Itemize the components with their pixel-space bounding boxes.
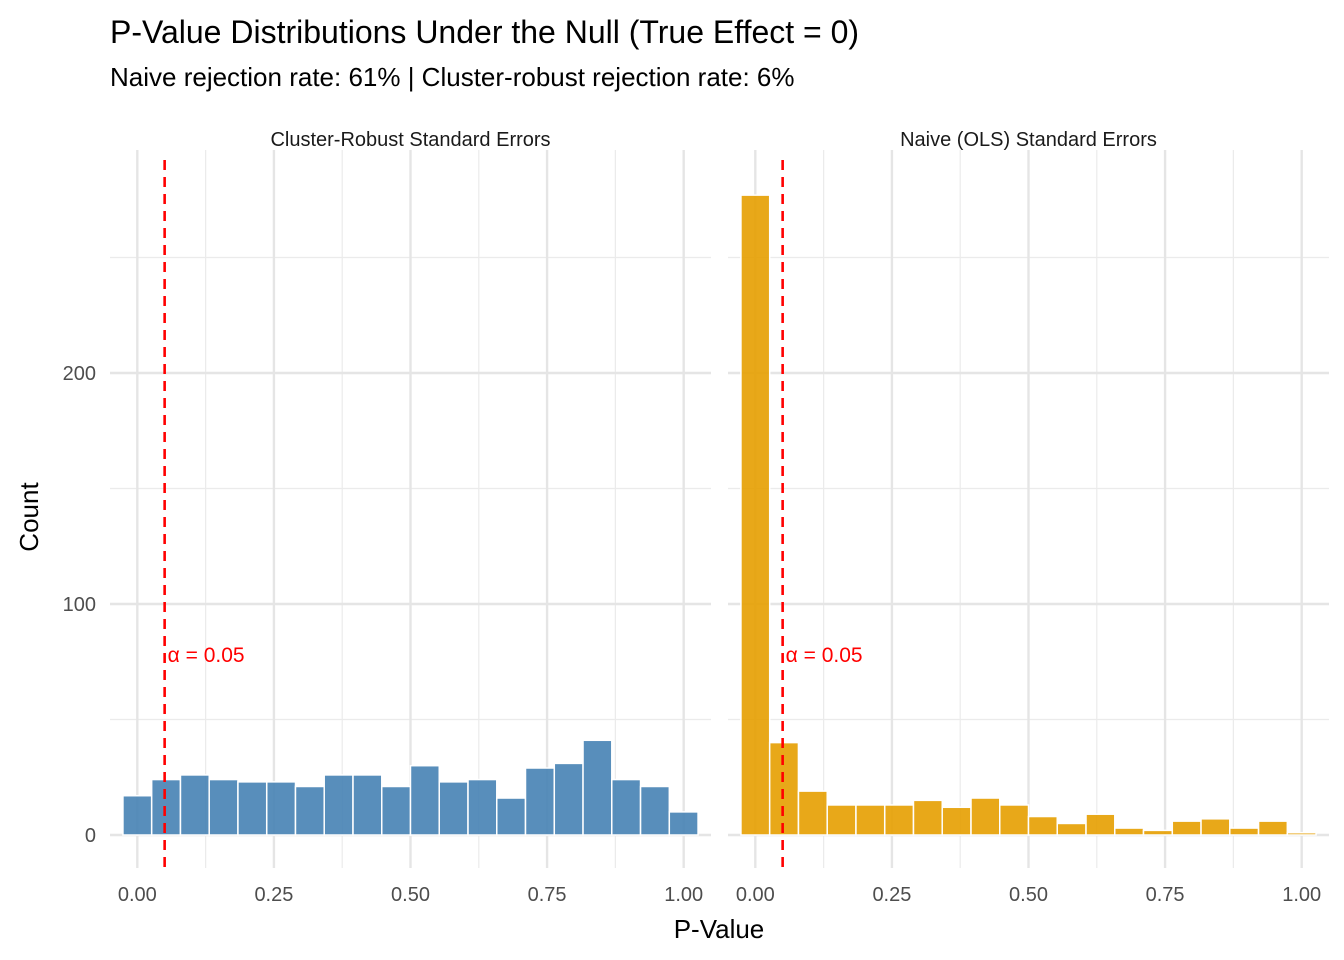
panel-naive: α = 0.05 Naive (OLS) Standard Errors 0.00 0…: [728, 129, 1329, 906]
histogram-bar: [826, 804, 857, 836]
histogram-bar: [740, 194, 771, 836]
x-tick-label: 1.00: [1282, 884, 1321, 906]
alpha-annotation: α = 0.05: [786, 644, 863, 667]
alpha-annotation: α = 0.05: [168, 644, 245, 667]
histogram-bar: [208, 778, 239, 836]
histogram-bar: [611, 778, 642, 836]
x-tick-label: 0.25: [872, 884, 911, 906]
histogram-bar: [1085, 813, 1116, 836]
y-axis-title: Count: [14, 482, 44, 552]
histogram-bar: [797, 790, 828, 836]
y-tick-label: 200: [63, 363, 96, 385]
histogram-bar: [553, 762, 584, 836]
histogram-bar: [912, 799, 943, 836]
x-tick-label: 0.25: [254, 884, 293, 906]
x-tick-label: 1.00: [664, 884, 703, 906]
histogram-bar: [237, 781, 268, 836]
histogram-bar: [1200, 818, 1231, 836]
histogram-bar: [1114, 827, 1145, 836]
histogram-bar: [265, 781, 297, 836]
histogram-bar: [639, 785, 671, 836]
chart-subtitle: Naive rejection rate: 61% | Cluster-robu…: [110, 62, 795, 92]
histogram-bar: [883, 804, 915, 836]
histogram-bar: [1171, 820, 1202, 836]
x-tick-label: 0.50: [391, 884, 430, 906]
x-tick-label: 0.00: [736, 884, 775, 906]
chart-title: P-Value Distributions Under the Null (Tr…: [110, 14, 860, 50]
histogram-bar: [438, 781, 469, 836]
histogram-bar: [409, 764, 440, 836]
histogram-bar: [179, 774, 210, 836]
y-axis: 0 100 200: [63, 363, 96, 847]
histogram-bar: [970, 797, 1001, 836]
histogram-bar: [496, 797, 527, 836]
x-tick-label: 0.00: [118, 884, 157, 906]
histogram-bar: [1229, 827, 1260, 836]
histogram-bar: [323, 774, 354, 836]
histogram-bar: [524, 767, 556, 836]
facet-strip-label: Cluster-Robust Standard Errors: [270, 129, 550, 151]
facet-strip-label: Naive (OLS) Standard Errors: [900, 129, 1157, 151]
panel-cluster-robust: α = 0.05 Cluster-Robust Standard Errors 0.…: [110, 129, 711, 906]
histogram-bar: [999, 804, 1030, 836]
histogram-bar: [768, 741, 800, 836]
histogram-bar: [668, 811, 699, 836]
histogram-bar: [1257, 820, 1289, 836]
y-tick-label: 0: [85, 825, 96, 847]
x-tick-label: 0.75: [1146, 884, 1185, 906]
histogram-bar: [1286, 831, 1317, 836]
histogram-bar: [467, 778, 498, 836]
histogram-bar: [381, 785, 412, 836]
histogram-bar: [352, 774, 383, 836]
histogram-bar: [941, 806, 972, 836]
histogram-bar: [1056, 822, 1087, 836]
histogram-bar: [1142, 829, 1174, 836]
histogram-bar: [294, 785, 325, 836]
x-tick-label: 0.75: [528, 884, 567, 906]
x-tick-label: 0.50: [1009, 884, 1048, 906]
x-axis-title: P-Value: [674, 914, 765, 944]
y-tick-label: 100: [63, 594, 96, 616]
histogram-bar: [122, 794, 153, 836]
histogram-bar: [855, 804, 886, 836]
histogram-bar: [1027, 815, 1058, 836]
histogram-bar: [150, 778, 182, 836]
histogram-bar: [582, 739, 613, 836]
